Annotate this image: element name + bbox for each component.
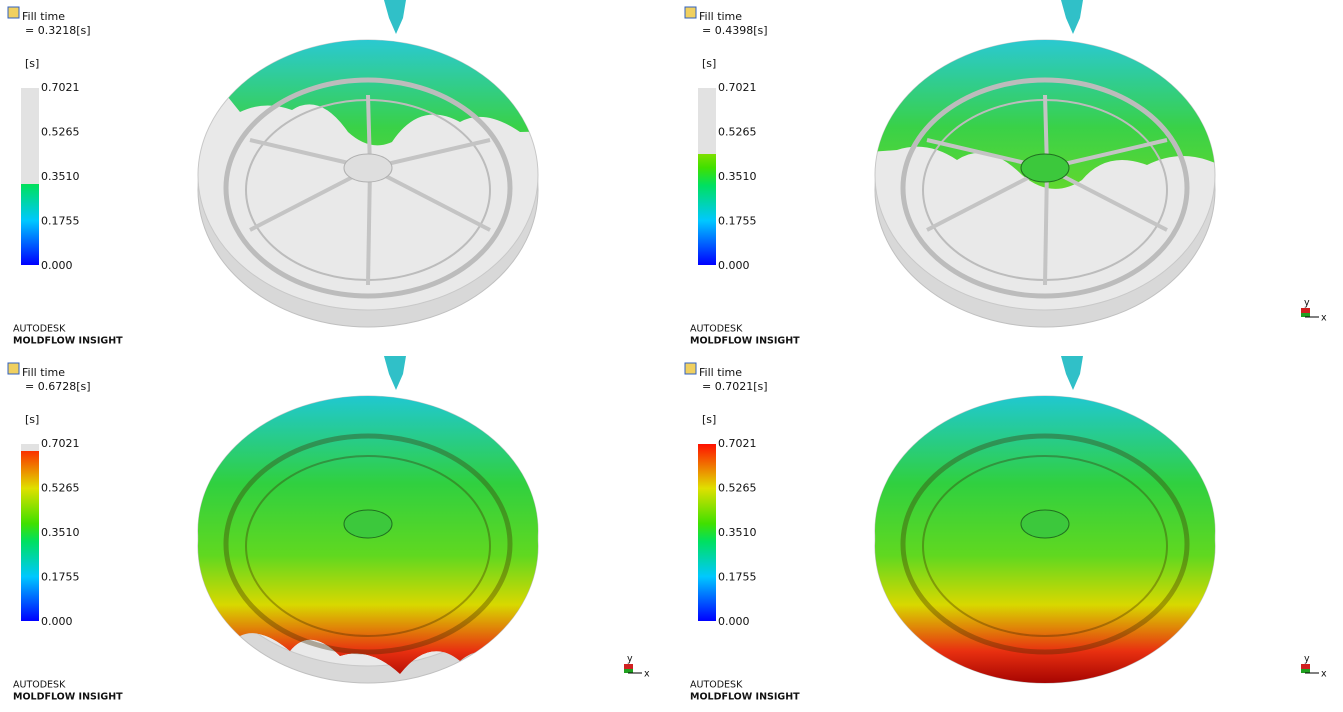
scale-label: 0.1755	[718, 571, 757, 584]
result-time: = 0.6728[s]	[25, 380, 91, 393]
nozzle	[1061, 0, 1083, 34]
part-ring	[922, 455, 1168, 637]
result-title: Fill time	[699, 10, 742, 23]
part-rib	[926, 166, 1048, 232]
scale-label: 0.3510	[718, 170, 757, 183]
scale-label: 0.1755	[718, 215, 757, 228]
scale-label: 0.000	[41, 259, 73, 272]
triad-x: x	[1321, 313, 1327, 324]
part-ring	[223, 77, 513, 299]
part-rib	[369, 166, 491, 232]
scale-label: 0.3510	[41, 526, 80, 539]
scale-label: 0.3510	[718, 526, 757, 539]
triad-cube	[1301, 308, 1310, 317]
nozzle	[1061, 356, 1083, 390]
scale-label: 0.1755	[41, 215, 80, 228]
scale-label: 0.5265	[718, 126, 757, 139]
part-rib	[1043, 167, 1049, 286]
nozzle	[384, 0, 406, 34]
product: MOLDFLOW INSIGHT	[13, 692, 123, 703]
scale-label: 0.3510	[41, 170, 80, 183]
scale-bar-fill	[21, 451, 39, 621]
scale-label: 0.7021	[718, 437, 757, 450]
part-hub	[343, 153, 393, 183]
part-ring	[900, 433, 1190, 655]
result-time: = 0.3218[s]	[25, 24, 91, 37]
triad-y: y	[627, 654, 633, 665]
scale-unit: [s]	[25, 413, 39, 426]
axis-triad: xy	[1301, 654, 1327, 680]
triad-cube	[624, 664, 633, 673]
part-ring	[245, 455, 491, 637]
product: MOLDFLOW INSIGHT	[690, 336, 800, 347]
brand: AUTODESK	[13, 324, 66, 335]
result-panel: Fill time= 0.6728[s] [s]0.7021 0.5265 0.351…	[7, 356, 650, 703]
scale-label: 0.7021	[718, 81, 757, 94]
part-rib	[249, 166, 371, 232]
scale-bar-fill	[21, 184, 39, 265]
part-hub	[1020, 509, 1070, 539]
scale-unit: [s]	[25, 57, 39, 70]
scale-label: 0.000	[41, 615, 73, 628]
part-ring	[900, 77, 1190, 299]
filled-region	[875, 396, 1215, 683]
result-icon	[7, 6, 20, 19]
triad-cube	[1301, 313, 1310, 317]
triad-cube	[624, 669, 633, 673]
triad-x: x	[1321, 669, 1327, 680]
result-title: Fill time	[22, 10, 65, 23]
scale-label: 0.7021	[41, 81, 80, 94]
scale-bar-fill	[698, 444, 716, 621]
scale-label: 0.000	[718, 615, 750, 628]
scale-label: 0.5265	[41, 482, 80, 495]
scale-label: 0.7021	[41, 437, 80, 450]
part-rib	[1046, 166, 1168, 232]
scale-label: 0.000	[718, 259, 750, 272]
triad-y: y	[1304, 298, 1310, 309]
result-title: Fill time	[699, 366, 742, 379]
nozzle	[384, 356, 406, 390]
model-view	[874, 356, 1216, 684]
part-rib	[366, 167, 372, 286]
result-panel: Fill time= 0.3218[s] [s]0.7021 0.5265 0.351…	[7, 0, 539, 347]
brand: AUTODESK	[690, 680, 743, 691]
scale-label: 0.1755	[41, 571, 80, 584]
model-view	[874, 0, 1216, 328]
result-icon	[684, 362, 697, 375]
axis-triad: xy	[624, 654, 650, 680]
scale-unit: [s]	[702, 413, 716, 426]
model-view	[197, 356, 539, 684]
result-icon	[7, 362, 20, 375]
triad-x: x	[644, 669, 650, 680]
result-time: = 0.7021[s]	[702, 380, 768, 393]
result-panel: Fill time= 0.7021[s] [s]0.7021 0.5265 0.351…	[684, 356, 1327, 703]
product: MOLDFLOW INSIGHT	[13, 336, 123, 347]
scale-unit: [s]	[702, 57, 716, 70]
brand: AUTODESK	[13, 680, 66, 691]
scale-label: 0.5265	[718, 482, 757, 495]
part-hub	[343, 509, 393, 539]
result-icon	[684, 6, 697, 19]
result-title: Fill time	[22, 366, 65, 379]
result-time: = 0.4398[s]	[702, 24, 768, 37]
part-hub	[1020, 153, 1070, 183]
result-panel: Fill time= 0.4398[s] [s]0.7021 0.5265 0.351…	[684, 0, 1327, 347]
scale-label: 0.5265	[41, 126, 80, 139]
triad-cube	[1301, 669, 1310, 673]
triad-y: y	[1304, 654, 1310, 665]
part-ring	[223, 433, 513, 655]
axis-triad: xy	[1301, 298, 1327, 324]
product: MOLDFLOW INSIGHT	[690, 692, 800, 703]
scale-bar-fill	[698, 154, 716, 265]
brand: AUTODESK	[690, 324, 743, 335]
model-view	[197, 0, 539, 328]
triad-cube	[1301, 664, 1310, 673]
